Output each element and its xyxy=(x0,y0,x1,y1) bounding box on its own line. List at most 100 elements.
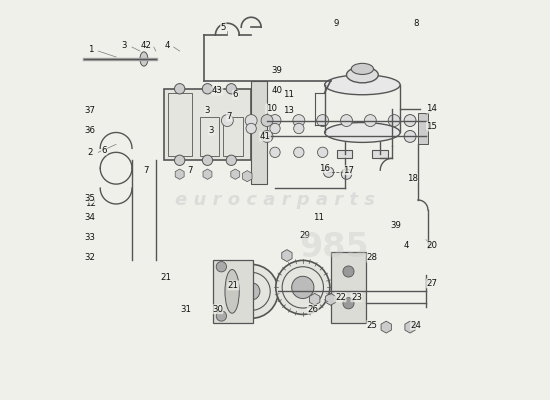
Text: 5: 5 xyxy=(221,23,226,32)
Circle shape xyxy=(261,114,273,126)
Ellipse shape xyxy=(140,52,148,66)
Text: 7: 7 xyxy=(187,166,192,175)
Text: 41: 41 xyxy=(260,132,271,141)
Text: 32: 32 xyxy=(85,253,96,262)
Text: 1: 1 xyxy=(87,44,93,54)
Circle shape xyxy=(270,147,280,158)
Bar xyxy=(337,150,353,158)
Text: 985: 985 xyxy=(300,231,370,264)
Circle shape xyxy=(221,114,233,126)
Text: 24: 24 xyxy=(410,321,421,330)
Text: 39: 39 xyxy=(390,221,402,230)
Circle shape xyxy=(365,114,376,126)
Circle shape xyxy=(317,114,329,126)
Ellipse shape xyxy=(225,270,239,313)
Ellipse shape xyxy=(324,75,400,95)
Text: 18: 18 xyxy=(406,174,417,183)
Bar xyxy=(200,116,219,156)
Text: 15: 15 xyxy=(426,122,437,131)
Circle shape xyxy=(342,169,351,179)
Text: 11: 11 xyxy=(283,90,294,99)
Circle shape xyxy=(202,84,213,94)
Circle shape xyxy=(224,264,278,318)
Text: 6: 6 xyxy=(233,90,238,99)
Text: e u r o c a r p a r t s: e u r o c a r p a r t s xyxy=(175,191,375,209)
Circle shape xyxy=(293,114,305,126)
Text: 4: 4 xyxy=(403,241,409,250)
Circle shape xyxy=(343,298,354,309)
Circle shape xyxy=(202,155,213,166)
Text: 10: 10 xyxy=(266,104,277,113)
Text: 39: 39 xyxy=(272,66,282,76)
Circle shape xyxy=(245,114,257,126)
Text: 13: 13 xyxy=(283,106,294,115)
Text: 42: 42 xyxy=(140,40,151,50)
Text: 28: 28 xyxy=(367,253,378,262)
Text: 12: 12 xyxy=(85,200,96,208)
Text: 35: 35 xyxy=(85,194,96,202)
Bar xyxy=(331,252,366,323)
Circle shape xyxy=(174,155,185,166)
Circle shape xyxy=(388,114,400,126)
Text: 17: 17 xyxy=(343,166,354,175)
Text: 16: 16 xyxy=(319,164,330,173)
Text: 14: 14 xyxy=(426,104,437,113)
Text: 9: 9 xyxy=(334,19,339,28)
Circle shape xyxy=(317,147,328,158)
Text: 20: 20 xyxy=(426,241,437,250)
Text: 25: 25 xyxy=(367,321,378,330)
Bar xyxy=(251,81,267,184)
Bar xyxy=(164,89,251,160)
Circle shape xyxy=(261,130,273,142)
Circle shape xyxy=(216,311,227,321)
Circle shape xyxy=(226,155,236,166)
Text: 8: 8 xyxy=(413,19,419,28)
Circle shape xyxy=(292,276,314,298)
Text: 21: 21 xyxy=(160,273,171,282)
Text: 26: 26 xyxy=(307,305,318,314)
Bar xyxy=(223,116,243,156)
Circle shape xyxy=(404,130,416,142)
Text: 23: 23 xyxy=(351,293,362,302)
Text: 3: 3 xyxy=(122,40,127,50)
Text: 36: 36 xyxy=(85,126,96,135)
Circle shape xyxy=(269,114,281,126)
Circle shape xyxy=(216,262,227,272)
Text: 22: 22 xyxy=(335,293,346,302)
Text: 3: 3 xyxy=(205,106,210,115)
Text: 33: 33 xyxy=(85,233,96,242)
Circle shape xyxy=(246,123,256,134)
Circle shape xyxy=(276,260,330,314)
Text: 6: 6 xyxy=(101,146,107,155)
Ellipse shape xyxy=(324,122,400,142)
Bar xyxy=(418,113,428,144)
Text: 30: 30 xyxy=(212,305,223,314)
Text: 11: 11 xyxy=(313,213,324,222)
Text: 34: 34 xyxy=(85,213,96,222)
Circle shape xyxy=(404,114,416,126)
Text: 7: 7 xyxy=(143,166,148,175)
Circle shape xyxy=(323,167,334,177)
Circle shape xyxy=(226,84,236,94)
Text: 40: 40 xyxy=(272,86,283,95)
Bar xyxy=(372,150,388,158)
Text: 27: 27 xyxy=(426,279,437,288)
Ellipse shape xyxy=(351,63,373,74)
Bar xyxy=(168,93,191,156)
Text: 21: 21 xyxy=(228,281,239,290)
Circle shape xyxy=(340,114,353,126)
Text: 7: 7 xyxy=(227,112,232,121)
Circle shape xyxy=(270,123,280,134)
Text: 3: 3 xyxy=(208,126,214,135)
Ellipse shape xyxy=(346,67,378,83)
Text: 4: 4 xyxy=(165,40,170,50)
Text: 43: 43 xyxy=(212,86,223,95)
Circle shape xyxy=(174,84,185,94)
Circle shape xyxy=(243,283,260,300)
Circle shape xyxy=(294,147,304,158)
Circle shape xyxy=(294,123,304,134)
Text: 37: 37 xyxy=(85,106,96,115)
Circle shape xyxy=(343,266,354,277)
Text: 31: 31 xyxy=(180,305,191,314)
Text: 29: 29 xyxy=(299,231,310,240)
